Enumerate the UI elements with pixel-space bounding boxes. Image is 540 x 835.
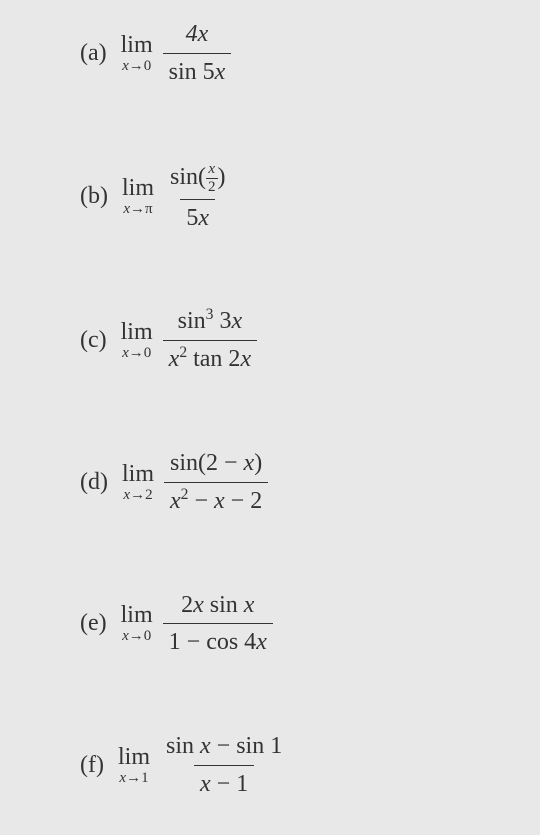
lim-subscript: x→0 — [122, 346, 151, 361]
lim-subscript: x→1 — [119, 771, 148, 786]
numerator: sin(2 − x) — [164, 449, 268, 482]
fraction: 2x sin x 1 − cos 4x — [163, 591, 273, 658]
lim-subscript: x→2 — [123, 488, 152, 503]
problem-label: (f) — [80, 752, 104, 779]
limit-notation: lim x→2 — [122, 462, 154, 503]
lim-text: lim — [121, 320, 153, 344]
fraction: sin3 3x x2 tan 2x — [163, 307, 257, 374]
denominator: sin 5x — [163, 53, 232, 87]
lim-text: lim — [121, 603, 153, 627]
limit-notation: lim x→0 — [121, 603, 153, 644]
numerator: 2x sin x — [175, 591, 260, 624]
problem-label: (c) — [80, 327, 107, 354]
fraction: 4x sin 5x — [163, 20, 232, 87]
limit-notation: lim x→0 — [121, 320, 153, 361]
problem-f: (f) lim x→1 sin x − sin 1 x − 1 — [80, 732, 460, 799]
lim-text: lim — [122, 176, 154, 200]
problem-e: (e) lim x→0 2x sin x 1 − cos 4x — [80, 591, 460, 658]
fraction: sin(2 − x) x2 − x − 2 — [164, 449, 268, 516]
limit-notation: lim x→0 — [121, 33, 153, 74]
inner-fraction: x2 — [206, 162, 218, 195]
problem-label: (b) — [80, 183, 108, 210]
numerator: sin x − sin 1 — [160, 732, 288, 765]
lim-text: lim — [122, 462, 154, 486]
limit-notation: lim x→1 — [118, 745, 150, 786]
problem-a: (a) lim x→0 4x sin 5x — [80, 20, 460, 87]
denominator: x − 1 — [194, 765, 254, 799]
denominator: 1 − cos 4x — [163, 623, 273, 657]
problem-list: (a) lim x→0 4x sin 5x (b) lim x→π sin(x2… — [0, 0, 540, 819]
problem-label: (a) — [80, 40, 107, 67]
numerator: 4x — [180, 20, 215, 53]
lim-subscript: x→0 — [122, 629, 151, 644]
lim-subscript: x→0 — [122, 59, 151, 74]
problem-b: (b) lim x→π sin(x2) 5x — [80, 162, 460, 233]
denominator: 5x — [180, 199, 215, 233]
denominator: x2 tan 2x — [163, 340, 257, 374]
numerator: sin(x2) — [164, 162, 232, 199]
lim-subscript: x→π — [123, 202, 152, 217]
problem-label: (d) — [80, 469, 108, 496]
problem-d: (d) lim x→2 sin(2 − x) x2 − x − 2 — [80, 449, 460, 516]
limit-notation: lim x→π — [122, 176, 154, 217]
fraction: sin(x2) 5x — [164, 162, 232, 233]
problem-label: (e) — [80, 610, 107, 637]
fraction: sin x − sin 1 x − 1 — [160, 732, 288, 799]
lim-text: lim — [118, 745, 150, 769]
lim-text: lim — [121, 33, 153, 57]
denominator: x2 − x − 2 — [164, 482, 268, 516]
numerator: sin3 3x — [172, 307, 248, 340]
problem-c: (c) lim x→0 sin3 3x x2 tan 2x — [80, 307, 460, 374]
